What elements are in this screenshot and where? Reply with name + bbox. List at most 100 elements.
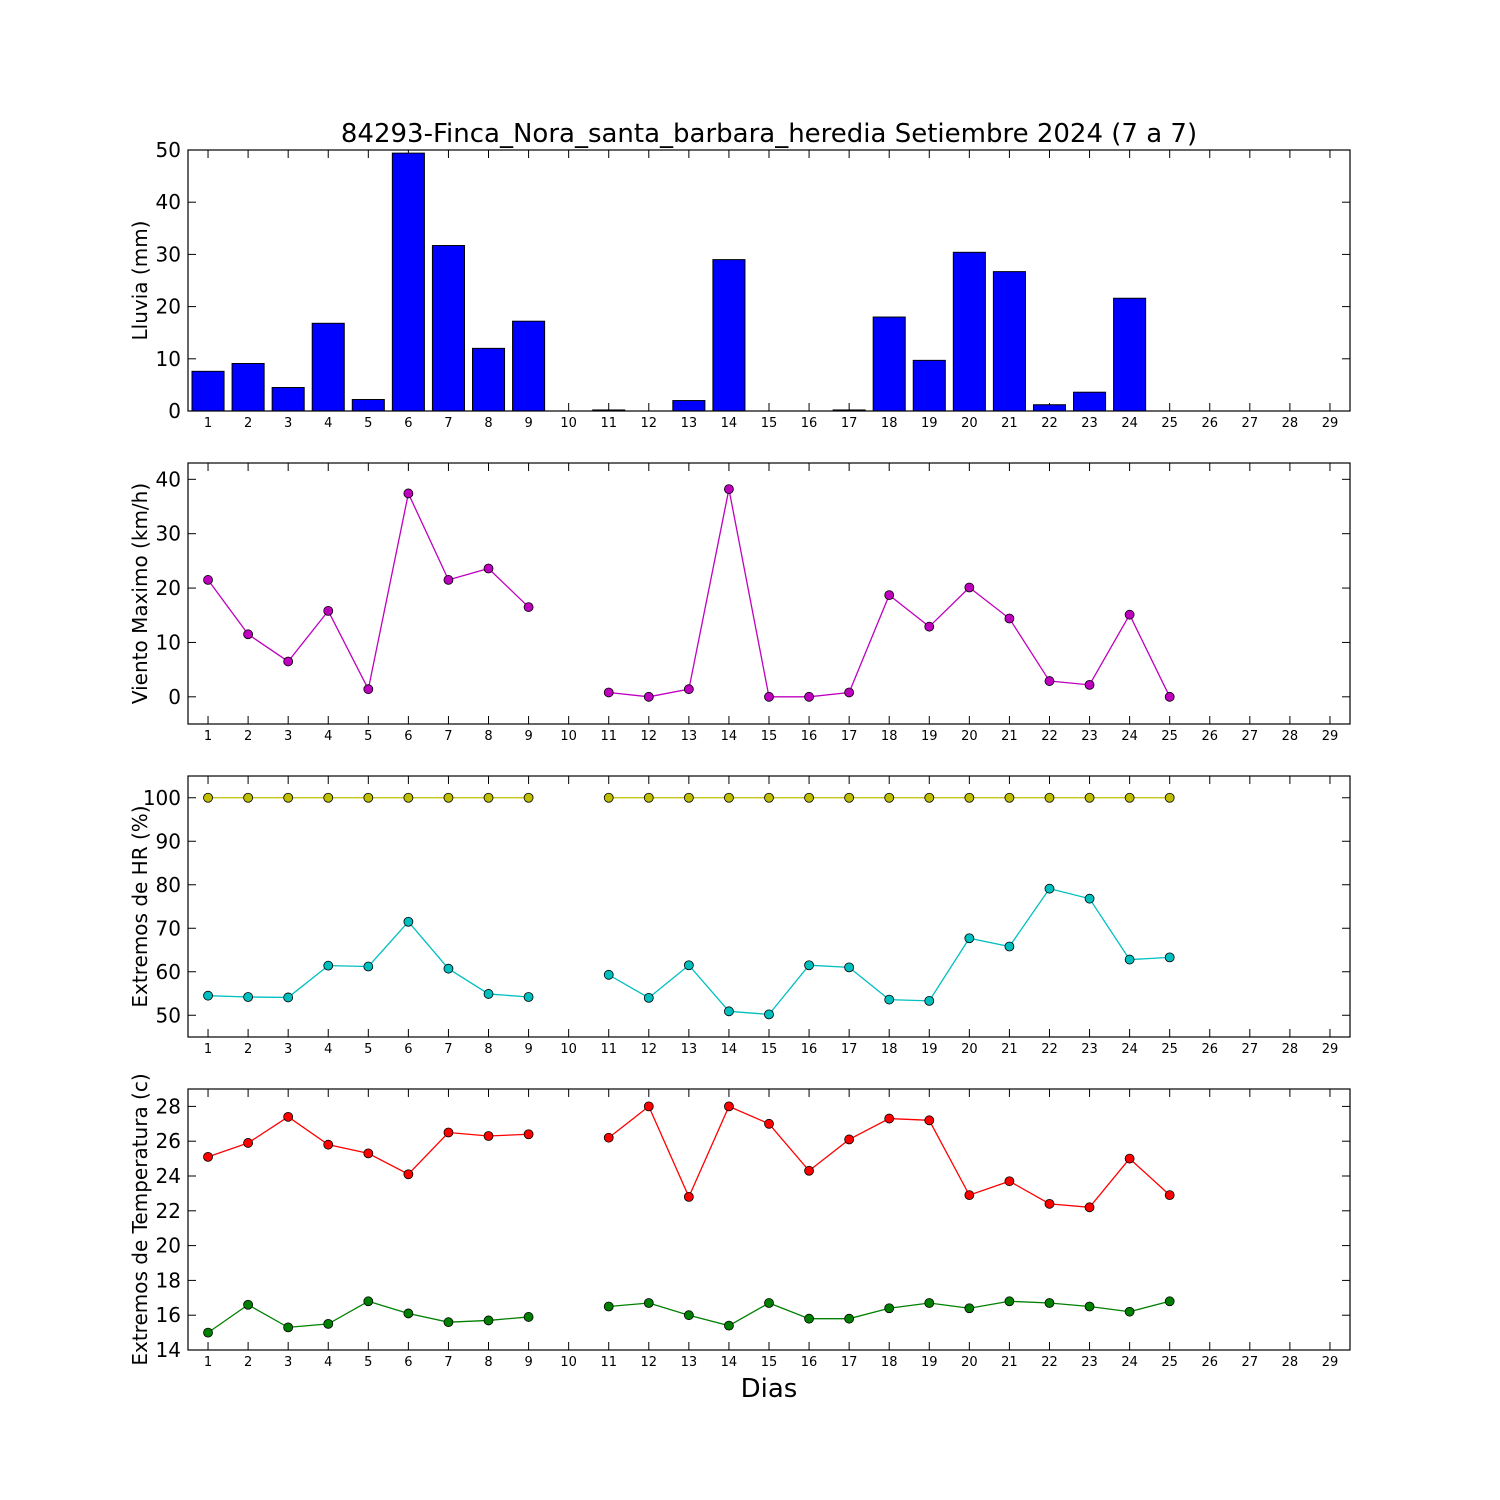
wind-x-tick-label: 1 bbox=[204, 729, 212, 744]
temperature-series-0-point bbox=[323, 1139, 334, 1150]
rain-x-tick-label: 20 bbox=[961, 416, 978, 431]
temperature-x-tick-label: 18 bbox=[881, 1355, 898, 1370]
rain-x-tick-label: 19 bbox=[921, 416, 938, 431]
wind-series-0-point bbox=[884, 590, 895, 601]
temperature-x-tick-label: 13 bbox=[681, 1355, 698, 1370]
humidity-series-0-point bbox=[884, 792, 895, 803]
rain-bar bbox=[1113, 297, 1147, 412]
humidity-x-tick-label: 3 bbox=[284, 1042, 292, 1057]
humidity-frame bbox=[187, 775, 1351, 1038]
temperature-y-axis-label: Extremos de Temperatura (c) bbox=[128, 1073, 152, 1365]
temperature-series-0-point bbox=[643, 1101, 654, 1112]
humidity-x-tick-label: 24 bbox=[1121, 1042, 1138, 1057]
humidity-series-1-point bbox=[283, 992, 294, 1003]
temperature-series-1-point bbox=[603, 1301, 614, 1312]
temperature-series-0-point bbox=[523, 1129, 534, 1140]
wind-x-tick-label: 14 bbox=[721, 729, 738, 744]
wind-y-tick-label: 20 bbox=[156, 576, 181, 600]
wind-series-0-point bbox=[1084, 679, 1095, 690]
temperature-y-tick-label: 14 bbox=[156, 1338, 181, 1362]
rain-x-tick-label: 2 bbox=[244, 416, 252, 431]
wind-x-tick-label: 5 bbox=[364, 729, 372, 744]
wind-y-tick-label: 40 bbox=[156, 467, 181, 491]
humidity-series-1-point bbox=[483, 989, 494, 999]
humidity-x-tick-label: 11 bbox=[600, 1042, 617, 1057]
humidity-y-tick-label: 70 bbox=[156, 916, 181, 940]
temperature-y-tick-label: 16 bbox=[156, 1303, 181, 1327]
wind-y-tick-label: 10 bbox=[156, 630, 181, 654]
wind-series-0-point bbox=[483, 563, 494, 574]
temperature-frame bbox=[187, 1088, 1351, 1351]
temperature-series-0-point bbox=[884, 1113, 895, 1124]
temperature-x-tick-label: 7 bbox=[444, 1355, 452, 1370]
rain-x-tick-label: 11 bbox=[600, 416, 617, 431]
rain-bar bbox=[1032, 404, 1067, 412]
rain-x-tick-label: 26 bbox=[1201, 416, 1218, 431]
wind-series-0-point bbox=[203, 575, 213, 585]
rain-y-tick-label: 20 bbox=[156, 295, 181, 319]
temperature-x-tick-label: 1 bbox=[204, 1355, 212, 1370]
humidity-y-tick-label: 100 bbox=[143, 786, 181, 810]
wind-series-0-point bbox=[443, 575, 454, 585]
humidity-series-1-point bbox=[724, 1006, 734, 1017]
temperature-series-1-point bbox=[483, 1315, 494, 1326]
wind-x-tick-label: 21 bbox=[1001, 729, 1018, 744]
wind-series-0-point bbox=[924, 621, 935, 632]
humidity-series-0-point bbox=[523, 792, 534, 803]
rain-x-tick-label: 3 bbox=[284, 416, 292, 431]
temperature-x-tick-label: 2 bbox=[244, 1355, 252, 1370]
wind-x-tick-label: 7 bbox=[444, 729, 452, 744]
chart-title: 84293-Finca_Nora_santa_barbara_heredia S… bbox=[341, 119, 1197, 149]
wind-series-0-point bbox=[1004, 613, 1015, 624]
rain-x-tick-label: 4 bbox=[324, 416, 332, 431]
temperature-series-0-point bbox=[603, 1132, 614, 1143]
temperature-y-tick-label: 22 bbox=[156, 1199, 181, 1223]
rain-x-tick-label: 5 bbox=[364, 416, 372, 431]
rain-y-tick-label: 30 bbox=[156, 242, 181, 266]
wind-series-0-point bbox=[283, 656, 294, 667]
temperature-x-tick-label: 11 bbox=[600, 1355, 617, 1370]
temperature-series-1-point bbox=[884, 1303, 895, 1314]
temperature-series-1-point bbox=[804, 1313, 814, 1324]
rain-x-tick-label: 12 bbox=[641, 416, 658, 431]
wind-x-tick-label: 24 bbox=[1121, 729, 1138, 744]
temperature-series-1-point bbox=[724, 1320, 734, 1331]
temperature-y-tick-label: 28 bbox=[156, 1094, 181, 1118]
wind-series-0-point bbox=[243, 629, 254, 640]
rain-y-tick-label: 50 bbox=[156, 138, 181, 162]
temperature-series-1-point bbox=[1084, 1301, 1095, 1312]
rain-bar bbox=[992, 271, 1026, 412]
humidity-x-tick-label: 13 bbox=[681, 1042, 698, 1057]
rain-bar bbox=[1073, 391, 1107, 412]
humidity-series-1-point bbox=[844, 962, 855, 973]
rain-x-tick-label: 7 bbox=[444, 416, 452, 431]
temperature-series-1-point bbox=[243, 1299, 254, 1310]
rain-bar bbox=[512, 320, 546, 412]
temperature-series-1-point bbox=[964, 1303, 975, 1314]
humidity-series-1-point bbox=[764, 1009, 774, 1020]
humidity-series-0-point bbox=[363, 792, 374, 803]
humidity-x-tick-label: 12 bbox=[641, 1042, 658, 1057]
humidity-series-0-point bbox=[764, 792, 774, 803]
rain-bar bbox=[231, 362, 265, 412]
temperature-x-tick-label: 19 bbox=[921, 1355, 938, 1370]
humidity-series-1-point bbox=[964, 933, 975, 944]
humidity-y-tick-label: 80 bbox=[156, 873, 181, 897]
wind-x-tick-label: 13 bbox=[681, 729, 698, 744]
wind-x-tick-label: 11 bbox=[600, 729, 617, 744]
temperature-x-tick-label: 17 bbox=[841, 1355, 858, 1370]
wind-series-0-point bbox=[1124, 609, 1135, 620]
rain-x-tick-label: 24 bbox=[1121, 416, 1138, 431]
rain-y-tick-label: 0 bbox=[168, 399, 181, 423]
temperature-series-0-point bbox=[1044, 1198, 1055, 1209]
rain-bar bbox=[952, 251, 986, 412]
humidity-series-1-point bbox=[443, 963, 454, 974]
temperature-series-0-point bbox=[924, 1115, 935, 1126]
temperature-x-tick-label: 29 bbox=[1322, 1355, 1339, 1370]
rain-frame bbox=[187, 149, 1351, 412]
temperature-x-tick-label: 4 bbox=[324, 1355, 332, 1370]
rain-x-tick-label: 9 bbox=[524, 416, 532, 431]
wind-x-tick-label: 28 bbox=[1282, 729, 1299, 744]
wind-x-tick-label: 23 bbox=[1081, 729, 1098, 744]
